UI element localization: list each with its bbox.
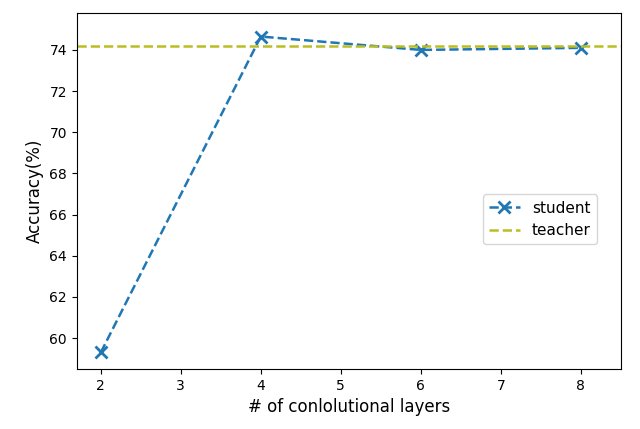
X-axis label: # of conlolutional layers: # of conlolutional layers bbox=[248, 398, 450, 416]
teacher bbox=[17, 43, 24, 48]
student bbox=[97, 350, 105, 355]
Line: student: student bbox=[95, 31, 586, 358]
Y-axis label: Accuracy(%): Accuracy(%) bbox=[26, 139, 44, 243]
student bbox=[577, 45, 585, 51]
student bbox=[257, 34, 265, 39]
Legend: student, teacher: student, teacher bbox=[483, 194, 597, 245]
student bbox=[417, 47, 425, 52]
